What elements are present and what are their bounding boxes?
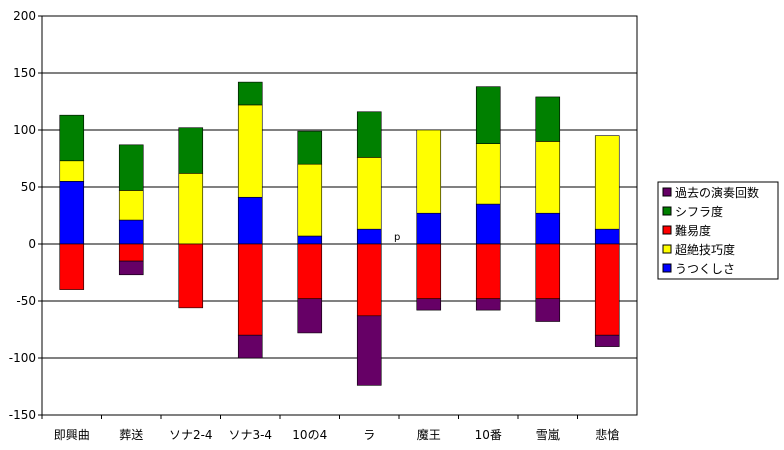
bar-segment <box>237 334 263 359</box>
bar-segment <box>475 243 501 300</box>
x-tick-label: ソナ3-4 <box>228 428 272 442</box>
legend-swatch <box>662 263 672 273</box>
x-tick-label: 10番 <box>475 428 502 442</box>
x-tick-label: ラ <box>363 428 375 442</box>
bar-segment <box>475 143 501 205</box>
legend-label: シフラ度 <box>675 204 723 219</box>
bar-segment <box>237 104 263 198</box>
bar-segment <box>416 243 442 300</box>
bar-segment <box>475 203 501 245</box>
bar-segment <box>237 243 263 336</box>
bar-segment <box>59 114 85 162</box>
bar-segment <box>118 243 144 262</box>
legend-label: 超絶技巧度 <box>675 242 735 257</box>
legend-label: うつくしさ <box>675 262 735 276</box>
bar-segment <box>178 173 204 245</box>
bar-segment <box>118 219 144 245</box>
bar-segment <box>535 243 561 300</box>
x-tick-label: ソナ2-4 <box>169 428 213 442</box>
bar-segment <box>59 181 85 245</box>
bar-segment <box>178 127 204 174</box>
legend-swatch <box>662 244 672 254</box>
annotation-label: p <box>394 232 400 243</box>
bar-segment <box>118 144 144 191</box>
bar-segment <box>535 96 561 142</box>
bar-segment <box>297 298 323 334</box>
bar-segment <box>237 196 263 245</box>
bar-segment <box>356 111 382 158</box>
bar-segment <box>297 130 323 165</box>
bar-segment <box>535 212 561 245</box>
bar-segment <box>594 334 620 347</box>
y-tick-label: 200 <box>13 9 36 23</box>
legend-swatch <box>662 187 672 197</box>
bar-segment <box>475 298 501 311</box>
x-tick-label: 即興曲 <box>54 428 90 442</box>
bar-segment <box>237 81 263 106</box>
bar-segment <box>356 243 382 317</box>
legend-swatch <box>662 225 672 235</box>
y-tick-label: 150 <box>13 66 36 80</box>
bar-segment <box>59 243 85 290</box>
bar-segment <box>416 298 442 311</box>
x-tick-label: 悲愴 <box>595 427 619 442</box>
x-tick-label: 10の4 <box>292 428 327 442</box>
y-tick-label: -100 <box>9 351 36 365</box>
bar-segment <box>535 141 561 214</box>
bar-segment <box>118 260 144 276</box>
bar-segment <box>178 243 204 309</box>
bar-segment <box>475 86 501 144</box>
bar-segment <box>416 129 442 214</box>
bar-segment <box>594 135 620 230</box>
y-tick-label: -150 <box>9 408 36 422</box>
bar-segment <box>416 212 442 245</box>
bar-segment <box>356 315 382 386</box>
x-tick-label: 葬送 <box>119 427 143 442</box>
bar-segment <box>297 243 323 300</box>
bar-segment <box>535 298 561 322</box>
legend-label: 過去の演奏回数 <box>675 185 759 200</box>
bar-segment <box>297 163 323 237</box>
x-tick-label: 魔王 <box>417 427 441 442</box>
y-tick-label: 100 <box>13 123 36 137</box>
legend-swatch <box>662 206 672 216</box>
bar-segment <box>297 235 323 245</box>
bar-segment <box>118 190 144 221</box>
legend-label: 難易度 <box>675 223 711 238</box>
y-tick-label: -50 <box>16 294 36 308</box>
bar-segment <box>594 243 620 336</box>
x-tick-label: 雪嵐 <box>536 428 560 442</box>
bar-segment <box>594 228 620 245</box>
y-tick-label: 50 <box>21 180 36 194</box>
bar-segment <box>59 160 85 182</box>
y-tick-label: 0 <box>28 237 36 251</box>
bar-segment <box>356 228 382 245</box>
bar-segment <box>356 157 382 230</box>
